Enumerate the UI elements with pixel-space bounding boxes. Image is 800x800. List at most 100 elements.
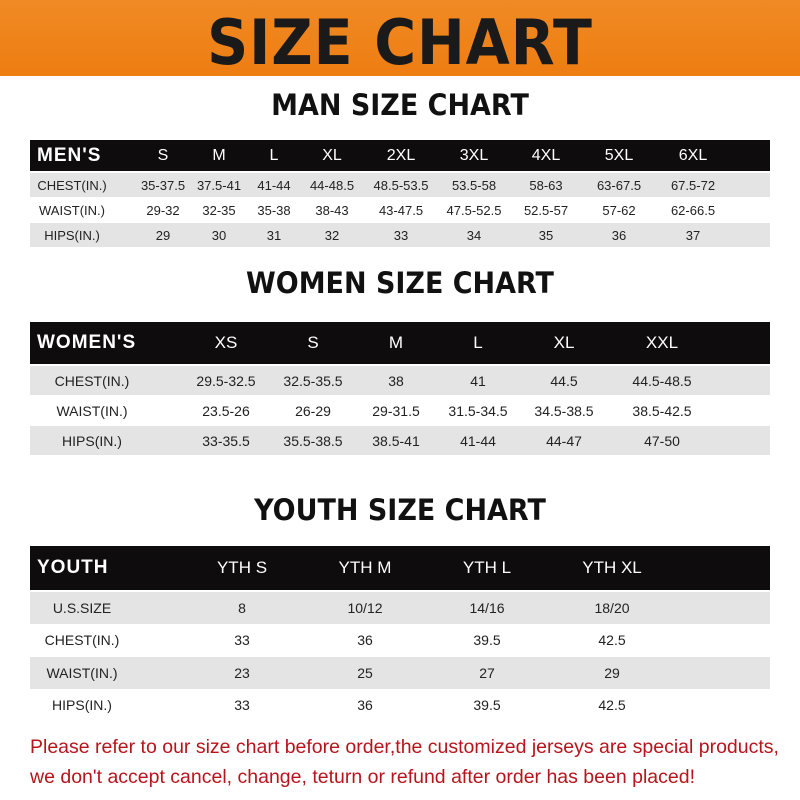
measurement-value: 43-47.5: [378, 202, 424, 218]
size-column-header: YTH M: [338, 558, 392, 577]
measurement-value: 38-43: [315, 202, 349, 218]
table-row: CHEST(IN.) 29.5-32.5 32.5-35.5 38 41 44.5 44.5…: [30, 366, 770, 395]
table-header-label: MEN'S: [37, 144, 102, 166]
measurement-label: WAIST(IN.): [46, 664, 118, 681]
measurement-value: 52.5-57: [523, 202, 569, 218]
measurement-value: 32-35: [202, 202, 236, 218]
men-section-title: MAN SIZE CHART: [271, 88, 529, 122]
measurement-value: 36: [357, 697, 373, 714]
measurement-value: 44-47: [546, 432, 582, 449]
measurement-label: CHEST(IN.): [44, 632, 120, 649]
table-header-row: WOMEN'S XS S M L XL XXL: [30, 322, 770, 364]
table-header-row: YOUTH YTH S YTH M YTH L YTH XL: [30, 546, 770, 590]
table-row: WAIST(IN.) 29-32 32-35 35-38 38-43 43-47.5 47.…: [30, 198, 770, 222]
measurement-value: 39.5: [473, 632, 501, 649]
size-column-header: XL: [322, 146, 342, 164]
footer-notice-line-2: we don't accept cancel, change, teturn o…: [30, 766, 695, 788]
measurement-label: HIPS(IN.): [44, 227, 100, 243]
measurement-label: CHEST(IN.): [54, 372, 130, 389]
measurement-value: 34.5-38.5: [534, 402, 594, 419]
footer-notice-line-1: Please refer to our size chart before or…: [30, 736, 779, 758]
table-row: HIPS(IN.) 29 30 31 32 33 34 35 36 37: [30, 223, 770, 247]
measurement-value: 38.5-41: [372, 432, 420, 449]
measurement-value: 53.5-58: [451, 177, 497, 193]
size-column-header: YTH L: [462, 558, 512, 577]
measurement-value: 36: [357, 632, 373, 649]
measurement-value: 41: [470, 372, 486, 389]
size-column-header: YTH S: [216, 558, 268, 577]
size-column-header: L: [269, 146, 279, 164]
size-column-header: M: [212, 146, 226, 164]
women-section-title: WOMEN SIZE CHART: [246, 266, 554, 300]
table-row: CHEST(IN.) 35-37.5 37.5-41 41-44 44-48.5 48.5…: [30, 173, 770, 197]
size-column-header: YTH XL: [582, 558, 642, 577]
size-column-header: XS: [214, 333, 238, 352]
measurement-label: U.S.SIZE: [52, 599, 112, 616]
measurement-value: 31.5-34.5: [448, 402, 508, 419]
measurement-value: 63-67.5: [596, 177, 642, 193]
measurement-value: 38.5-42.5: [632, 402, 692, 419]
size-column-header: S: [307, 333, 319, 352]
measurement-value: 38: [388, 372, 404, 389]
measurement-value: 29: [604, 664, 620, 681]
table-header-row: MEN'S S M L XL 2XL 3XL 4XL 5XL 6XL: [30, 140, 770, 171]
measurement-value: 18/20: [594, 599, 630, 616]
measurement-value: 39.5: [473, 697, 501, 714]
measurement-value: 44-48.5: [309, 177, 355, 193]
table-row: WAIST(IN.) 23.5-26 26-29 29-31.5 31.5-34.5 34…: [30, 396, 770, 425]
measurement-value: 23.5-26: [202, 402, 250, 419]
size-column-header: 3XL: [459, 146, 489, 164]
title-banner: [0, 0, 800, 76]
measurement-value: 25: [357, 664, 373, 681]
measurement-value: 42.5: [598, 697, 626, 714]
measurement-value: 42.5: [598, 632, 626, 649]
measurement-value: 34: [466, 227, 482, 243]
youth-section-title: YOUTH SIZE CHART: [254, 493, 546, 527]
measurement-value: 30: [211, 227, 227, 243]
measurement-value: 29-32: [146, 202, 180, 218]
measurement-value: 37: [685, 227, 701, 243]
size-column-header: XXL: [645, 333, 679, 352]
table-row: CHEST(IN.) 33 36 39.5 42.5: [30, 624, 770, 656]
size-column-header: 5XL: [604, 146, 634, 164]
measurement-value: 33: [234, 632, 250, 649]
table-row: HIPS(IN.) 33 36 39.5 42.5: [30, 689, 770, 721]
measurement-label: CHEST(IN.): [37, 177, 107, 193]
size-column-header: L: [473, 333, 483, 352]
size-column-header: 6XL: [678, 146, 708, 164]
measurement-value: 29-31.5: [372, 402, 420, 419]
table-row: U.S.SIZE 8 10/12 14/16 18/20: [30, 592, 770, 624]
measurement-label: HIPS(IN.): [62, 432, 122, 449]
measurement-value: 44.5-48.5: [632, 372, 692, 389]
measurement-value: 57-62: [602, 202, 636, 218]
measurement-value: 47-50: [644, 432, 680, 449]
measurement-value: 8: [238, 599, 246, 616]
page-title: SIZE CHART: [207, 6, 593, 79]
measurement-value: 33-35.5: [202, 432, 250, 449]
measurement-value: 62-66.5: [670, 202, 716, 218]
measurement-value: 23: [234, 664, 250, 681]
measurement-value: 10/12: [347, 599, 383, 616]
size-column-header: XL: [553, 333, 575, 352]
measurement-label: HIPS(IN.): [52, 697, 112, 714]
measurement-value: 44.5: [550, 372, 578, 389]
measurement-value: 67.5-72: [670, 177, 716, 193]
measurement-label: WAIST(IN.): [56, 402, 128, 419]
measurement-value: 35-38: [257, 202, 291, 218]
measurement-value: 41-44: [460, 432, 496, 449]
measurement-value: 27: [479, 664, 495, 681]
measurement-value: 36: [611, 227, 627, 243]
measurement-value: 29: [155, 227, 171, 243]
measurement-value: 35.5-38.5: [283, 432, 343, 449]
measurement-value: 33: [234, 697, 250, 714]
measurement-label: WAIST(IN.): [39, 202, 105, 218]
measurement-value: 14/16: [469, 599, 505, 616]
measurement-value: 33: [393, 227, 409, 243]
table-header-label: WOMEN'S: [37, 332, 137, 353]
measurement-value: 47.5-52.5: [446, 202, 502, 218]
size-column-header: 2XL: [386, 146, 416, 164]
measurement-value: 41-44: [257, 177, 291, 193]
measurement-value: 32: [324, 227, 340, 243]
measurement-value: 35-37.5: [140, 177, 186, 193]
measurement-value: 29.5-32.5: [196, 372, 256, 389]
